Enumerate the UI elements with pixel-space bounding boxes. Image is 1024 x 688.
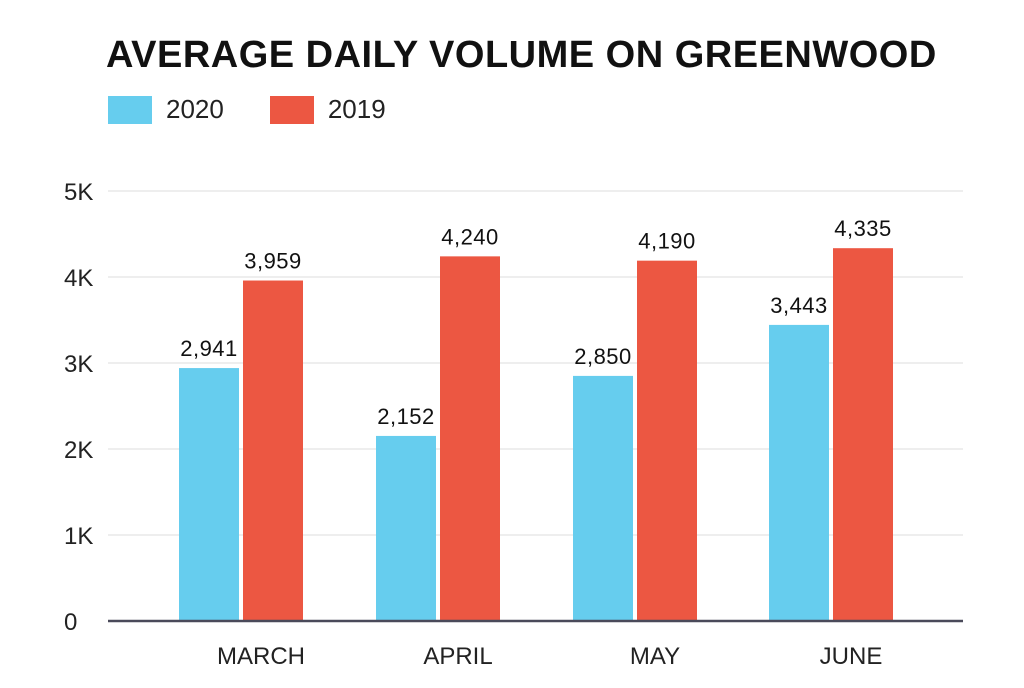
data-label: 2,152 <box>377 404 435 429</box>
x-tick-label: MAY <box>630 643 680 670</box>
y-tick-label: 5K <box>64 179 93 206</box>
data-label: 2,941 <box>180 336 238 361</box>
y-tick-label: 1K <box>64 523 93 550</box>
bar-2020-june <box>769 324 829 621</box>
bar-2019-may <box>637 260 697 621</box>
legend-label-2019: 2019 <box>327 94 386 124</box>
bar-2020-april <box>376 435 436 621</box>
legend: 2020 2019 <box>108 94 432 125</box>
x-tick-label: JUNE <box>820 643 883 670</box>
x-tick-label: MARCH <box>217 643 305 670</box>
y-tick-label: 3K <box>64 351 93 378</box>
data-label: 4,240 <box>441 224 499 249</box>
chart-title: AVERAGE DAILY VOLUME ON GREENWOOD <box>106 34 937 76</box>
data-label: 2,850 <box>574 344 632 369</box>
data-label: 3,443 <box>770 293 828 318</box>
y-tick-label: 0 <box>64 609 77 636</box>
legend-swatch-2020 <box>108 95 152 124</box>
bar-2020-march <box>179 368 239 621</box>
data-label: 4,335 <box>834 216 892 241</box>
legend-swatch-2019 <box>269 95 314 124</box>
bar-2019-june <box>833 248 893 621</box>
bar-2019-march <box>243 280 303 621</box>
bar-2019-april <box>440 256 500 621</box>
x-tick-label: APRIL <box>423 643 492 670</box>
data-label: 3,959 <box>244 249 302 274</box>
bar-2020-may <box>573 375 633 621</box>
legend-label-2020: 2020 <box>166 94 224 124</box>
legend-item-2020: 2020 <box>108 94 224 125</box>
y-tick-label: 2K <box>64 437 93 464</box>
y-tick-label: 4K <box>64 265 93 292</box>
data-label: 4,190 <box>638 229 696 254</box>
legend-item-2019: 2019 <box>269 94 386 125</box>
